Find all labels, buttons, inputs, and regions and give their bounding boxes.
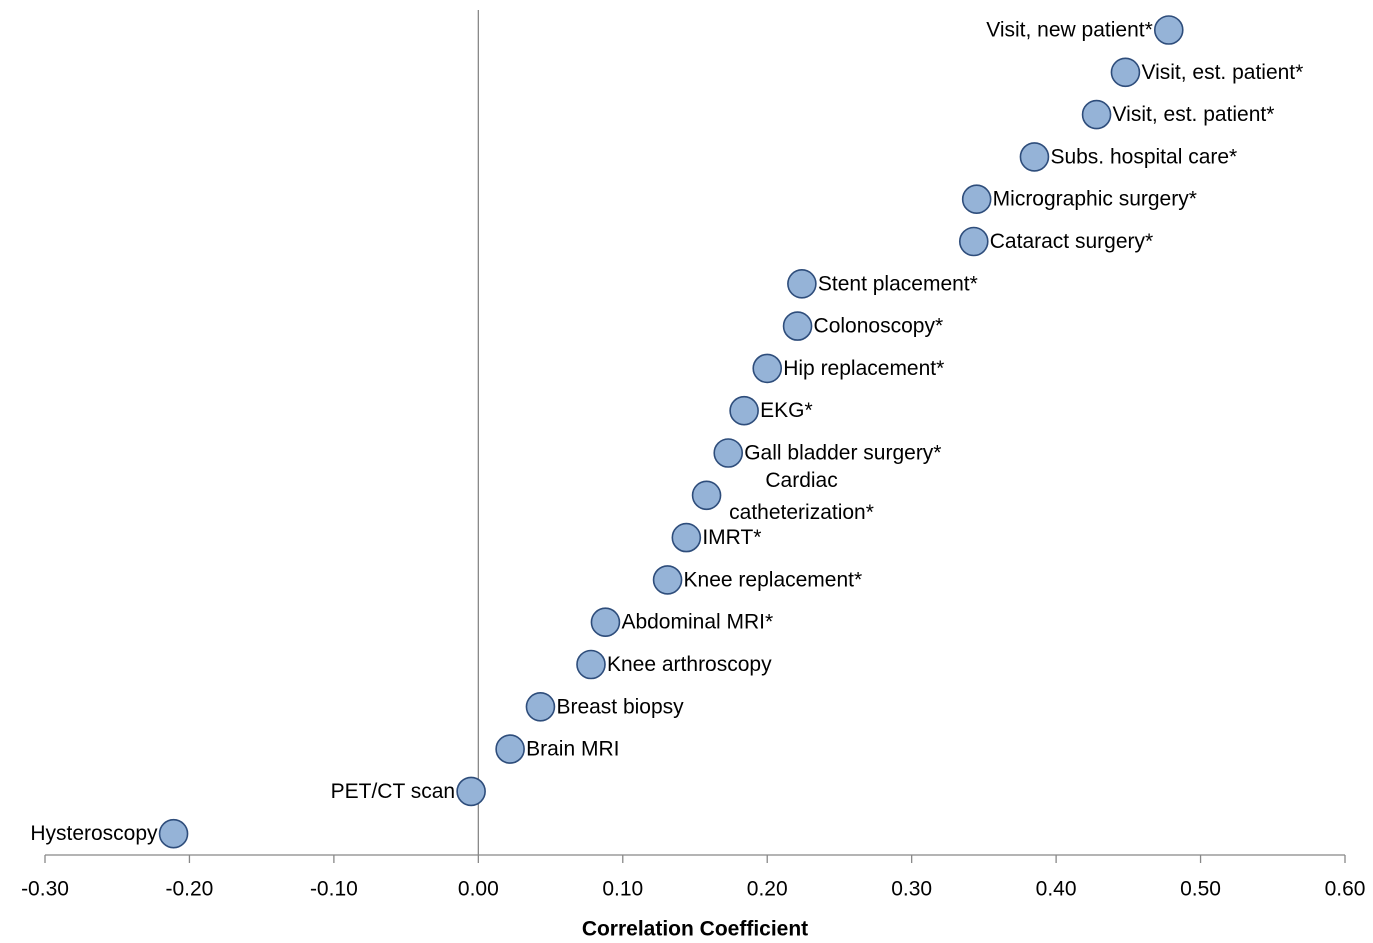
dot	[961, 184, 992, 214]
dot	[1153, 15, 1184, 45]
point-label: Hysteroscopy	[30, 822, 158, 845]
point-label: Visit, est. patient*	[1113, 103, 1275, 126]
dot	[456, 776, 486, 807]
point-label: EKG*	[760, 399, 813, 422]
dot	[752, 353, 783, 384]
dot	[958, 226, 989, 257]
point-label: Stent placement*	[818, 272, 978, 295]
dot	[652, 565, 683, 595]
dot	[1019, 142, 1050, 172]
point-label: Subs. hospital care*	[1050, 145, 1237, 168]
point-label: Micrographic surgery*	[993, 188, 1197, 211]
point-label: Hip replacement*	[783, 357, 944, 380]
point-label: Cataract surgery*	[990, 230, 1153, 253]
x-tick-label: 0.30	[891, 878, 932, 901]
x-tick-label: 0.10	[602, 878, 643, 901]
point-label: Gall bladder surgery*	[744, 442, 941, 465]
dot	[787, 268, 817, 299]
dot	[525, 691, 556, 722]
x-tick-label: 0.50	[1180, 878, 1221, 901]
x-axis-title: Correlation Coefficient	[582, 918, 808, 941]
point-label: IMRT*	[702, 526, 761, 549]
x-tick-label: 0.40	[1036, 878, 1077, 901]
dot	[671, 522, 702, 553]
x-tick-label: 0.20	[747, 878, 788, 901]
point-label: Cardiac catheterization*	[729, 469, 874, 525]
dot	[590, 607, 621, 638]
x-tick-label: -0.30	[21, 878, 69, 901]
x-tick-label: 0.00	[458, 878, 499, 901]
dot	[713, 438, 744, 468]
x-tick-label: -0.20	[166, 878, 214, 901]
dot	[495, 734, 525, 764]
dot	[158, 818, 189, 849]
point-label: Colonoscopy*	[814, 315, 944, 338]
point-label-text: Cardiac catheterization*	[729, 469, 874, 525]
point-label: Knee arthroscopy	[607, 653, 772, 676]
x-tick-label: 0.60	[1325, 878, 1366, 901]
dot	[1110, 57, 1141, 88]
dot	[782, 311, 813, 341]
dot	[576, 649, 606, 680]
point-label: Visit, new patient*	[986, 19, 1153, 42]
point-label: Knee replacement*	[684, 568, 863, 591]
dot	[1081, 99, 1112, 130]
point-label: Breast biopsy	[556, 695, 684, 718]
point-label: Abdominal MRI*	[621, 611, 773, 634]
point-label: Visit, est. patient*	[1141, 61, 1303, 84]
dot	[691, 480, 722, 511]
point-label: PET/CT scan	[331, 780, 455, 803]
dot	[729, 395, 759, 426]
point-label: Brain MRI	[526, 738, 619, 761]
x-tick-label: -0.10	[310, 878, 358, 901]
